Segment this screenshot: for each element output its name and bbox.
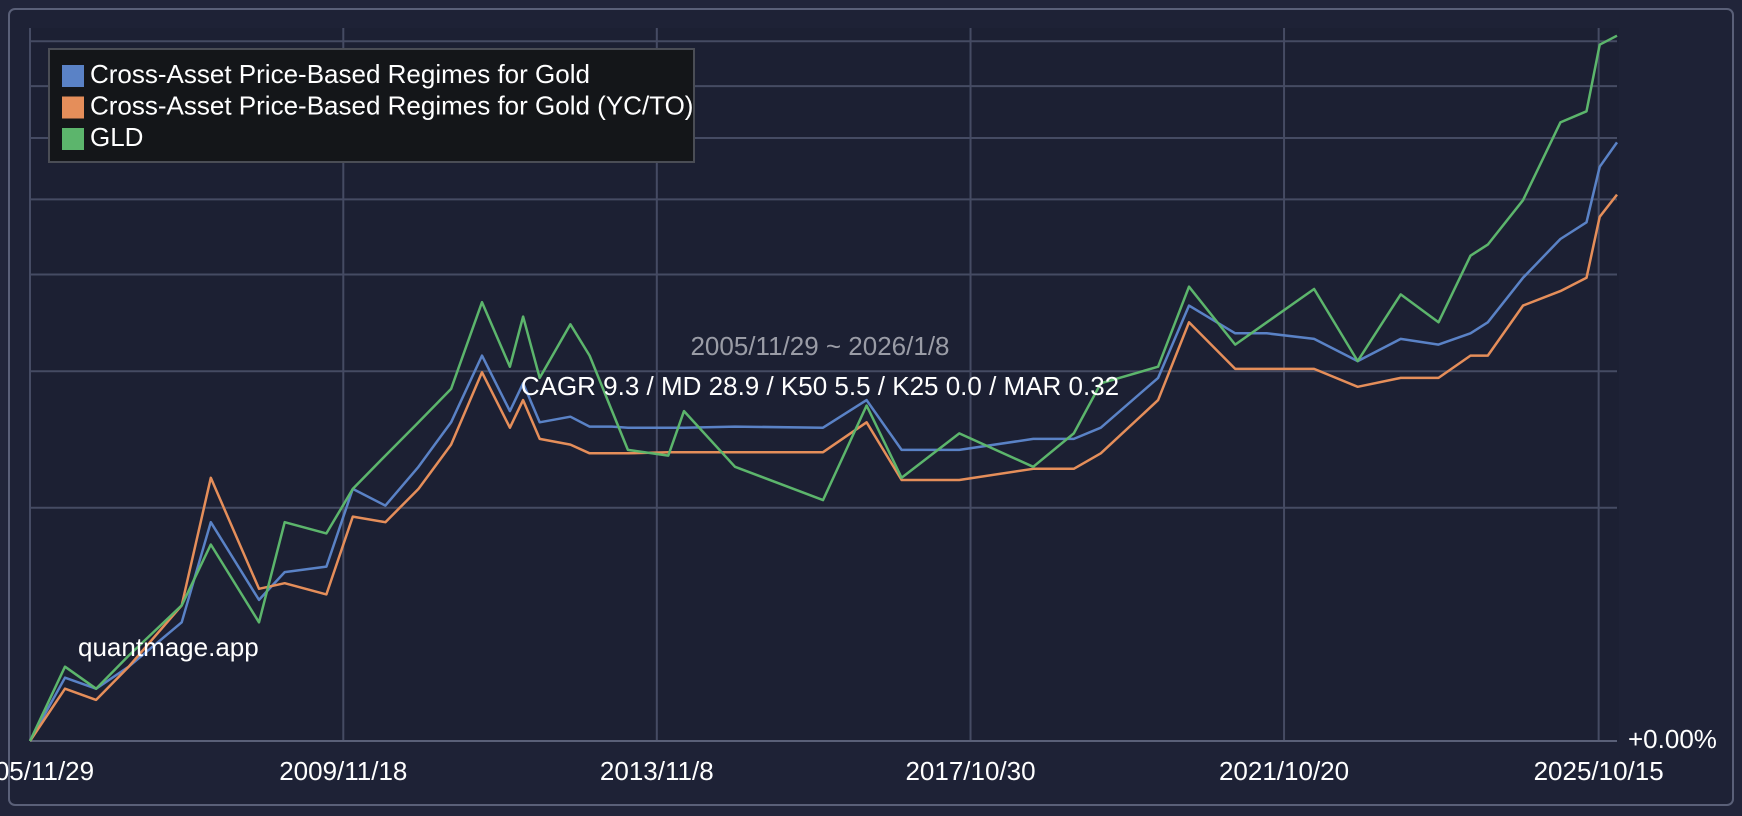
x-tick-label: 2009/11/18 [279,756,407,786]
series-line [28,141,1619,742]
x-tick-label: 2021/10/20 [1219,756,1349,786]
legend-swatch [62,65,84,87]
legend-label: GLD [90,122,143,152]
subtitle: 2005/11/29 ~ 2026/1/8 [690,331,949,361]
y-tick-label: +0.00% [1628,724,1717,754]
annotation: CAGR 9.3 / MD 28.9 / K50 5.5 / K25 0.0 /… [521,371,1119,401]
labels: 2005/11/29 ~ 2026/1/8 CAGR 9.3 / MD 28.9… [78,331,1119,662]
x-tick-label: 2025/10/15 [1534,756,1664,786]
legend: Cross-Asset Price-Based Regimes for Gold… [48,48,695,163]
legend-label: Cross-Asset Price-Based Regimes for Gold… [90,90,693,120]
series-line [28,193,1618,742]
x-tick-label: 2017/10/30 [905,756,1035,786]
x-tick-label: 2013/11/8 [600,756,714,786]
legend-box [48,48,695,163]
legend-label: Cross-Asset Price-Based Regimes for Gold [90,59,590,89]
series-line [28,34,1618,742]
legend-swatch [62,128,84,150]
legend-swatch [62,96,84,119]
lines [28,34,1619,742]
x-tick-label: 2005/11/29 [0,756,94,786]
watermark: quantmage.app [78,632,259,662]
